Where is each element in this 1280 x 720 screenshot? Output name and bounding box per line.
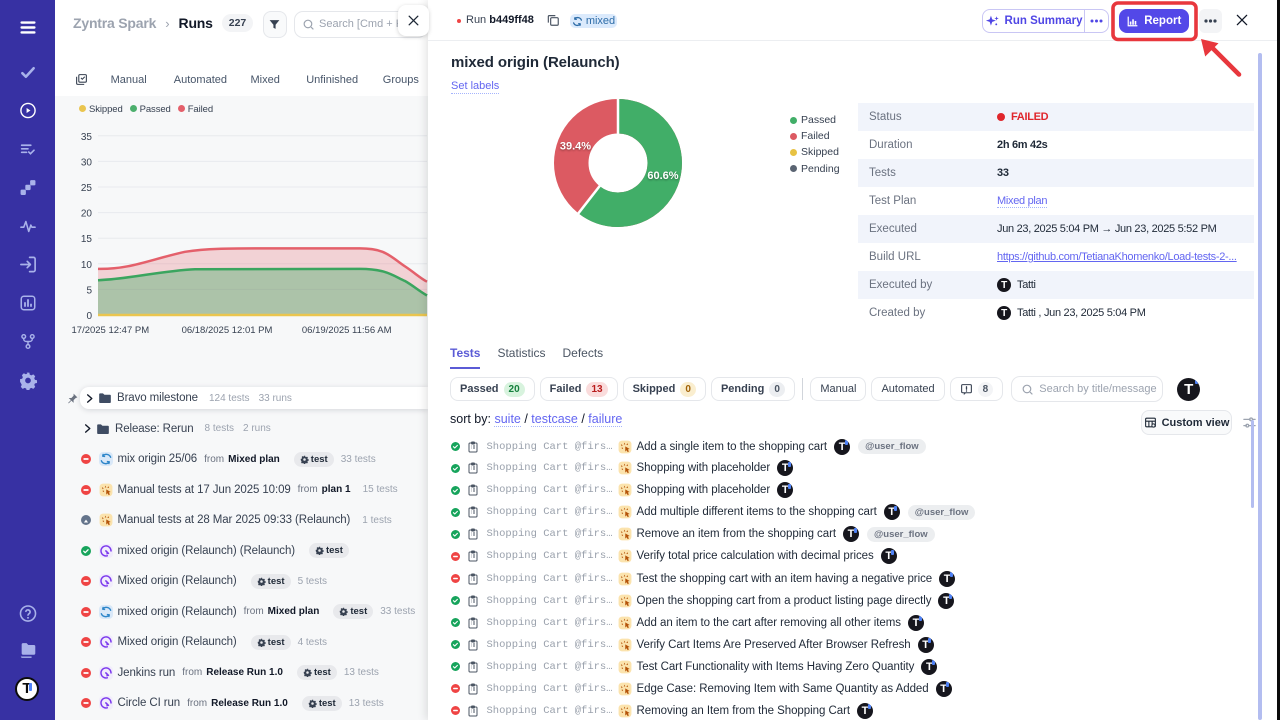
svg-text:10: 10 [81, 260, 93, 271]
svg-text:60.6%: 60.6% [647, 170, 678, 182]
svg-text:25: 25 [81, 183, 93, 194]
svg-text:0: 0 [86, 311, 92, 322]
svg-text:35: 35 [81, 132, 93, 143]
svg-text:06/18/2025 12:01 PM: 06/18/2025 12:01 PM [182, 325, 273, 336]
svg-text:15: 15 [81, 234, 93, 245]
svg-text:30: 30 [81, 157, 93, 168]
svg-text:06/19/2025 11:56 AM: 06/19/2025 11:56 AM [302, 325, 392, 336]
svg-text:39.4%: 39.4% [559, 140, 590, 152]
svg-text:17/2025 12:47 PM: 17/2025 12:47 PM [72, 325, 150, 336]
svg-text:5: 5 [86, 285, 92, 296]
svg-text:20: 20 [81, 209, 93, 220]
